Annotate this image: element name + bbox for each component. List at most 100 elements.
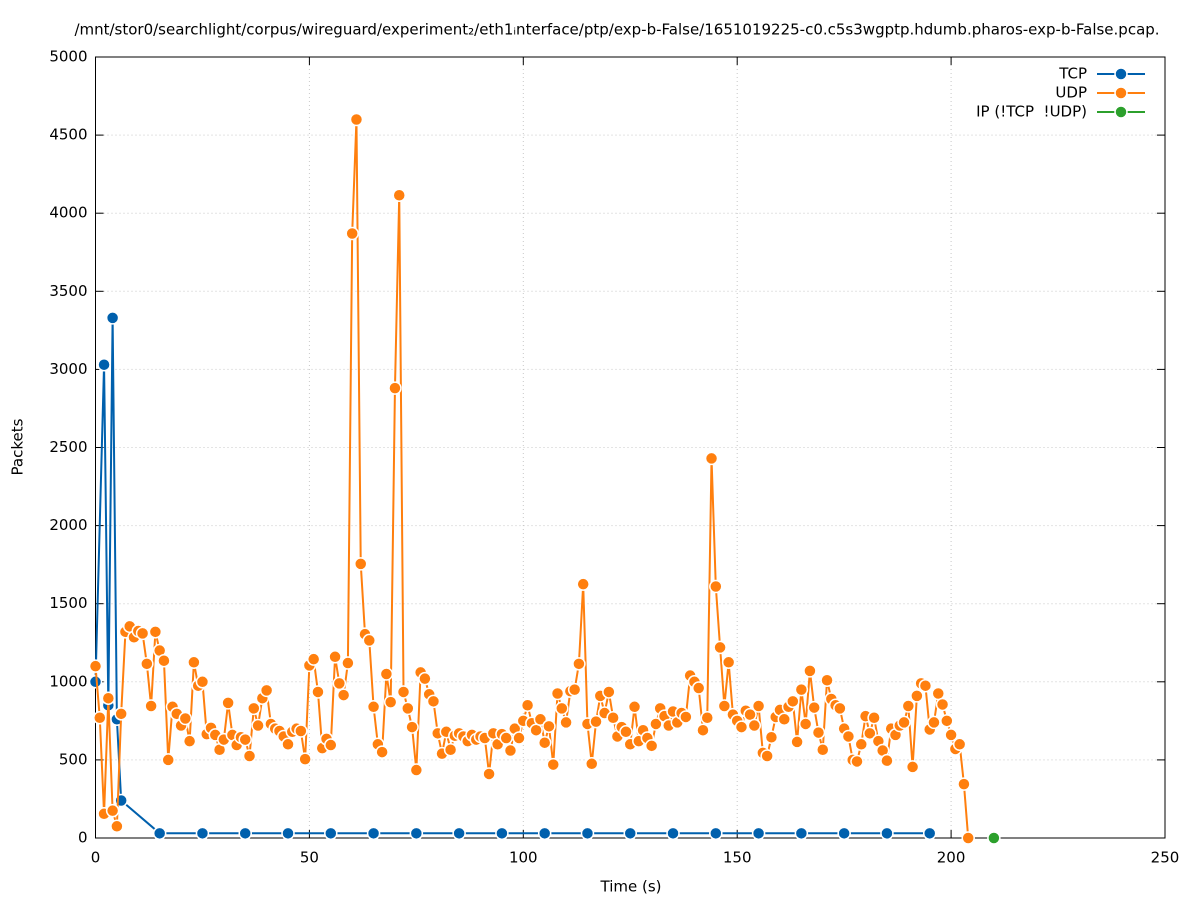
data-point <box>401 701 415 716</box>
data-point <box>927 715 941 730</box>
data-point <box>572 657 586 671</box>
data-point <box>863 726 877 741</box>
data-point <box>392 188 406 202</box>
data-point <box>649 717 663 731</box>
data-point <box>281 826 295 841</box>
data-point <box>803 664 817 678</box>
data-point <box>114 707 128 721</box>
data-point <box>349 112 364 127</box>
data-point <box>101 691 116 705</box>
data-point <box>345 226 359 241</box>
data-point <box>760 749 774 763</box>
x-axis-label: Time (s) <box>600 878 662 896</box>
data-point <box>627 700 642 714</box>
y-tick-label: 0 <box>78 829 88 847</box>
data-point <box>777 712 792 727</box>
y-axis-label: Packets <box>9 418 27 475</box>
data-point <box>619 725 633 739</box>
y-tick-label: 1500 <box>49 594 87 612</box>
data-point <box>734 720 749 734</box>
data-point <box>709 826 723 841</box>
data-point <box>798 717 813 731</box>
data-point <box>606 710 620 725</box>
data-point <box>940 714 954 728</box>
data-point <box>602 685 616 699</box>
data-point <box>110 819 124 834</box>
y-tick-label: 1000 <box>49 672 87 690</box>
data-point <box>383 695 398 709</box>
data-point <box>666 826 680 841</box>
data-point <box>375 745 389 759</box>
data-point <box>717 699 732 713</box>
data-point <box>816 742 830 757</box>
data-point <box>764 730 779 745</box>
data-point <box>366 700 381 714</box>
data-point <box>353 557 368 571</box>
y-tick-label: 4000 <box>49 204 87 222</box>
x-tick-label: 50 <box>300 849 319 867</box>
data-point <box>88 659 103 673</box>
data-point <box>409 826 424 841</box>
plot <box>88 112 1001 845</box>
data-point <box>520 698 535 712</box>
data-point <box>589 714 603 729</box>
data-point <box>443 742 458 757</box>
data-point <box>294 724 308 738</box>
data-point <box>157 653 171 668</box>
data-point <box>140 657 154 671</box>
data-point <box>696 723 710 737</box>
data-point <box>144 699 158 713</box>
x-tick-label: 250 <box>1151 849 1180 867</box>
data-point <box>811 725 826 740</box>
data-point <box>409 763 424 777</box>
data-point <box>388 381 402 395</box>
data-point <box>379 667 394 681</box>
data-point <box>324 826 338 841</box>
data-point <box>867 710 881 725</box>
data-point <box>341 656 355 670</box>
data-point <box>148 625 163 639</box>
data-point <box>247 701 261 716</box>
data-point <box>807 700 821 715</box>
data-point <box>833 701 847 716</box>
data-point <box>709 579 723 594</box>
data-point <box>178 711 193 726</box>
data-point <box>580 826 595 841</box>
data-point <box>332 676 347 691</box>
data-point <box>512 731 526 745</box>
data-point <box>482 767 496 781</box>
y-tick-label: 2000 <box>49 516 87 534</box>
data-point <box>366 826 381 841</box>
data-point <box>328 650 342 664</box>
data-point <box>961 831 975 845</box>
data-point <box>559 715 573 730</box>
data-point <box>221 696 235 710</box>
data-point <box>396 685 411 699</box>
data-point <box>700 710 715 725</box>
data-point <box>152 826 167 841</box>
y-tick-label: 5000 <box>49 48 87 66</box>
data-point <box>503 743 518 758</box>
data-point <box>546 757 560 772</box>
y-tick-label: 3000 <box>49 360 87 378</box>
data-point <box>93 710 107 725</box>
data-point <box>418 671 432 686</box>
data-point <box>905 760 920 774</box>
data-point <box>555 701 569 716</box>
y-tick-label: 4500 <box>49 126 87 144</box>
x-tick-label: 150 <box>723 849 752 867</box>
data-point <box>298 752 312 766</box>
data-point <box>281 737 295 752</box>
data-point <box>195 826 210 841</box>
legend-marker <box>1114 105 1128 119</box>
data-point <box>187 655 201 670</box>
data-point <box>679 710 693 724</box>
data-point <box>747 718 762 733</box>
data-point <box>567 682 582 697</box>
data-point <box>790 735 804 749</box>
data-point <box>238 826 252 841</box>
data-point <box>259 683 274 698</box>
